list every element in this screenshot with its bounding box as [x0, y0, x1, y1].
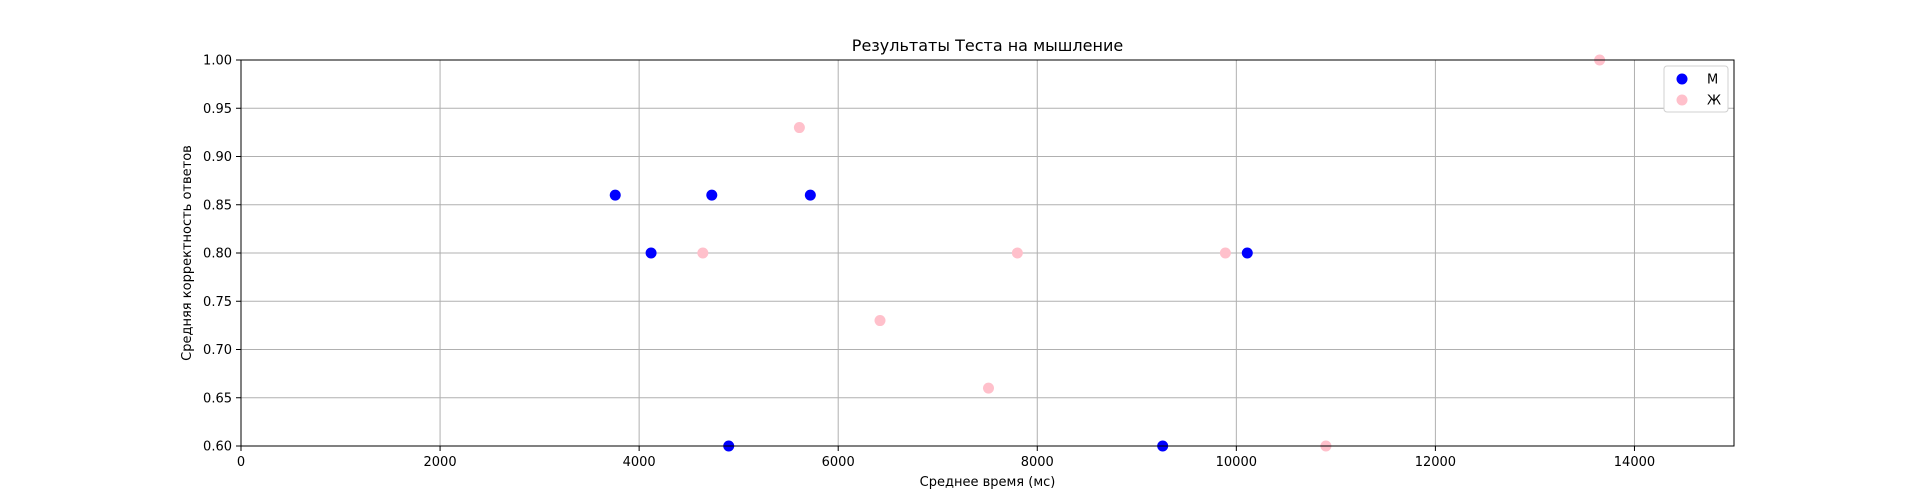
x-tick-label: 2000: [424, 455, 457, 470]
x-tick-label: 14000: [1614, 455, 1655, 470]
x-tick-label: 6000: [822, 455, 855, 470]
data-point: [609, 189, 621, 201]
legend-marker: [1676, 73, 1688, 85]
y-axis-ticks: 0.60 0.65 0.70 0.75 0.80 0.85 0.90 0.95 1.00: [203, 54, 241, 455]
y-tick-label: 0.90: [203, 150, 232, 165]
y-tick-label: 0.65: [203, 391, 232, 406]
data-point: [645, 247, 657, 259]
y-tick-label: 0.75: [203, 295, 232, 310]
y-tick-label: 0.95: [203, 102, 232, 117]
data-point: [793, 122, 805, 134]
series-2: [697, 54, 1606, 452]
x-tick-label: 10000: [1216, 455, 1257, 470]
y-tick-label: 0.80: [203, 247, 232, 262]
y-tick-label: 0.60: [203, 440, 232, 455]
x-tick-label: 12000: [1415, 455, 1456, 470]
x-axis-ticks: 0 2000 4000 6000 8000 10000 12000 14000: [237, 446, 1655, 470]
chart-title: Результаты Теста на мышление: [852, 36, 1123, 55]
x-axis-label: Среднее время (мс): [920, 475, 1056, 490]
data-point: [874, 315, 886, 327]
y-tick-label: 0.85: [203, 198, 232, 213]
data-series: [609, 54, 1606, 452]
data-point: [1219, 247, 1231, 259]
legend-label: М: [1707, 73, 1718, 88]
data-point: [804, 189, 816, 201]
data-point: [697, 247, 709, 259]
y-tick-label: 0.70: [203, 343, 232, 358]
data-point: [982, 382, 994, 394]
y-axis-label: Средняя корректность ответов: [180, 145, 195, 361]
y-tick-label: 1.00: [203, 54, 232, 69]
legend-marker: [1676, 94, 1688, 106]
data-point: [706, 189, 718, 201]
x-tick-label: 4000: [623, 455, 656, 470]
data-point: [1241, 247, 1253, 259]
legend-label: Ж: [1707, 94, 1721, 109]
series-1: [609, 189, 1253, 452]
data-point: [1011, 247, 1023, 259]
x-tick-label: 8000: [1021, 455, 1054, 470]
legend: МЖ: [1663, 65, 1729, 113]
x-tick-label: 0: [237, 455, 245, 470]
